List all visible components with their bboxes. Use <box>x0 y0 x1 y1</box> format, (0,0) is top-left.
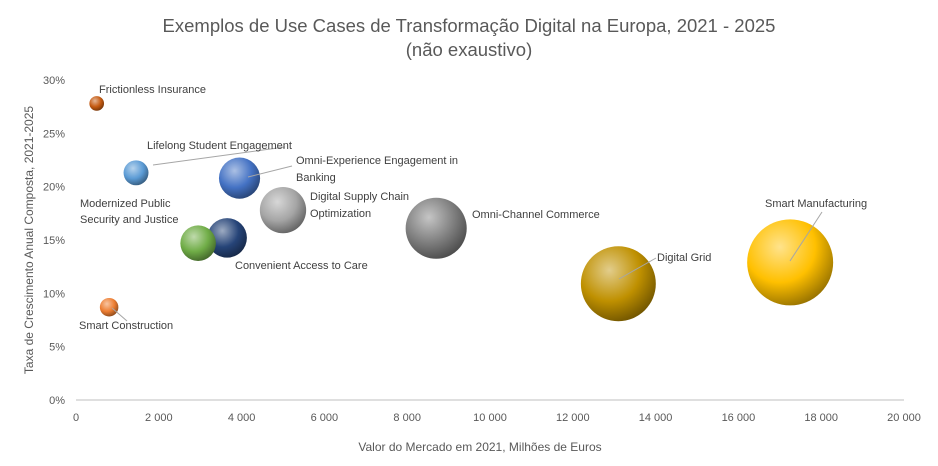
x-tick-label: 2 000 <box>145 412 173 424</box>
bubble-label: Frictionless Insurance <box>99 84 206 96</box>
bubble-label: Digital Supply Chain Optimization <box>310 191 409 220</box>
x-tick-label: 16 000 <box>722 412 756 424</box>
bubble-label: Smart Construction <box>79 320 173 332</box>
bubble <box>180 225 216 261</box>
x-tick-label: 18 000 <box>804 412 838 424</box>
x-tick-label: 20 000 <box>887 412 921 424</box>
bubble <box>99 297 119 317</box>
y-tick-label: 25% <box>43 128 65 140</box>
x-tick-label: 14 000 <box>639 412 673 424</box>
bubbles <box>89 96 834 322</box>
bubble <box>89 96 105 111</box>
y-axis-ticks: 0% 5% 10% 15% 20% 25% 30% <box>43 75 65 407</box>
y-tick-label: 0% <box>49 395 65 407</box>
y-tick-label: 10% <box>43 288 65 300</box>
leader-line <box>152 146 286 166</box>
x-tick-label: 4 000 <box>228 412 256 424</box>
bubble <box>259 186 307 234</box>
leader-line <box>789 211 823 262</box>
bubble-label: Modernized Public Security and Justice <box>80 198 178 226</box>
x-tick-label: 8 000 <box>393 412 421 424</box>
bubble <box>747 219 834 306</box>
bubble <box>580 246 656 322</box>
bubble <box>207 218 247 258</box>
y-tick-label: 30% <box>43 75 65 87</box>
x-tick-label: 12 000 <box>556 412 590 424</box>
y-tick-label: 5% <box>49 342 65 354</box>
y-tick-label: 15% <box>43 235 65 247</box>
bubble-label: Omni-Channel Commerce <box>472 209 600 221</box>
bubble <box>123 160 149 186</box>
bubble-label: Lifelong Student Engagement <box>147 140 292 152</box>
bubble <box>218 157 261 199</box>
chart-subtitle: (não exaustivo) <box>406 39 532 60</box>
bubble-label: Omni-Experience Engagement in Banking <box>296 155 458 184</box>
bubble-label: Smart Manufacturing <box>765 198 867 210</box>
x-tick-label: 0 <box>73 412 79 424</box>
bubble-labels: Frictionless Insurance Lifelong Student E… <box>79 84 867 332</box>
bubble <box>405 197 467 259</box>
x-tick-label: 10 000 <box>473 412 507 424</box>
chart-title: Exemplos de Use Cases de Transformação D… <box>163 15 776 36</box>
leader-line <box>247 165 293 178</box>
y-axis-label: Taxa de Crescimento Anual Composta, 2021… <box>22 106 36 374</box>
leader-lines <box>111 146 823 322</box>
bubble-label: Digital Grid <box>657 252 711 264</box>
x-axis-ticks: 0 2 000 4 000 6 000 8 000 10 000 12 000 14 000 1… <box>73 412 921 424</box>
leader-line <box>618 257 657 280</box>
x-tick-label: 6 000 <box>311 412 339 424</box>
bubble-label: Convenient Access to Care <box>235 260 368 272</box>
y-tick-label: 20% <box>43 182 65 194</box>
x-axis-label: Valor do Mercado em 2021, Milhões de Eur… <box>358 440 601 454</box>
leader-line <box>111 307 128 322</box>
